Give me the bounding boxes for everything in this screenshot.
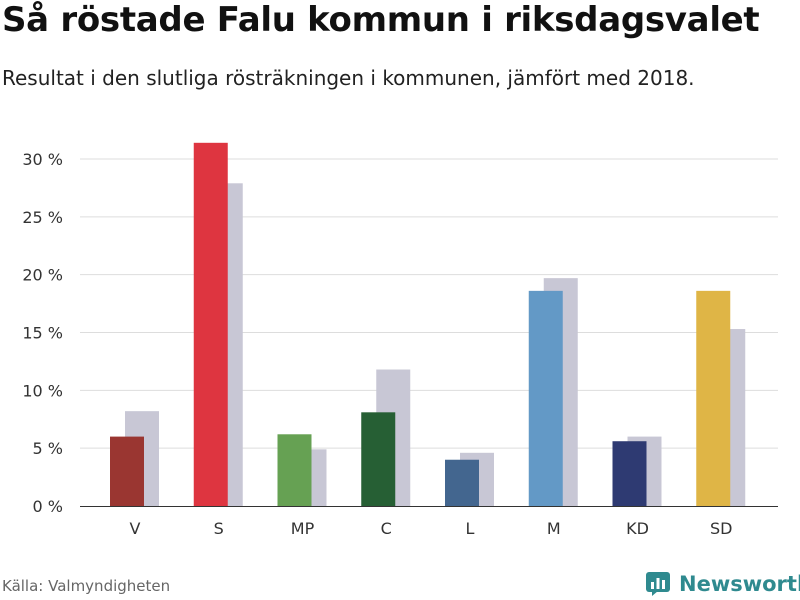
x-tick-label: SD	[710, 519, 732, 538]
x-axis-tick-labels: V S MP C L M KD SD	[130, 519, 733, 538]
x-tick-label: M	[547, 519, 561, 538]
x-tick-label: KD	[626, 519, 649, 538]
bar-current-MP	[277, 434, 312, 506]
bar-current-C	[361, 412, 396, 506]
chart-title: Så röstade Falu kommun i riksdagsvalet	[2, 0, 760, 40]
y-tick-label: 5 %	[33, 439, 63, 458]
bar-current-L	[445, 459, 479, 506]
bar-current-M	[528, 290, 563, 506]
y-tick-label: 20 %	[22, 266, 63, 285]
x-tick-label: S	[214, 519, 224, 538]
x-tick-label: C	[381, 519, 392, 538]
y-tick-label: 0 %	[33, 497, 63, 516]
bar-chart: 0 % 5 % 10 % 15 % 20 % 25 % 30 % V S MP C L M KD SD	[22, 142, 778, 538]
x-tick-label: L	[466, 519, 475, 538]
brand-logo: Newsworthy	[645, 569, 800, 599]
newsworthy-logo-icon	[646, 572, 670, 596]
gridlines	[80, 158, 778, 449]
x-tick-label: V	[130, 519, 141, 538]
bar-current-SD	[696, 290, 731, 506]
bar-current-V	[110, 436, 144, 506]
bars-current	[110, 142, 731, 506]
source-note: Källa: Valmyndigheten	[2, 577, 171, 595]
brand-name: Newsworthy	[679, 572, 800, 596]
y-tick-label: 25 %	[22, 208, 63, 227]
x-tick-label: MP	[291, 519, 315, 538]
bar-current-S	[193, 142, 228, 506]
y-tick-label: 10 %	[22, 381, 63, 400]
bar-current-KD	[612, 441, 647, 506]
y-tick-label: 15 %	[22, 324, 63, 343]
chart-subtitle: Resultat i den slutliga rösträkningen i …	[2, 66, 695, 90]
y-axis-tick-labels: 0 % 5 % 10 % 15 % 20 % 25 % 30 %	[22, 150, 63, 516]
y-tick-label: 30 %	[22, 150, 63, 169]
